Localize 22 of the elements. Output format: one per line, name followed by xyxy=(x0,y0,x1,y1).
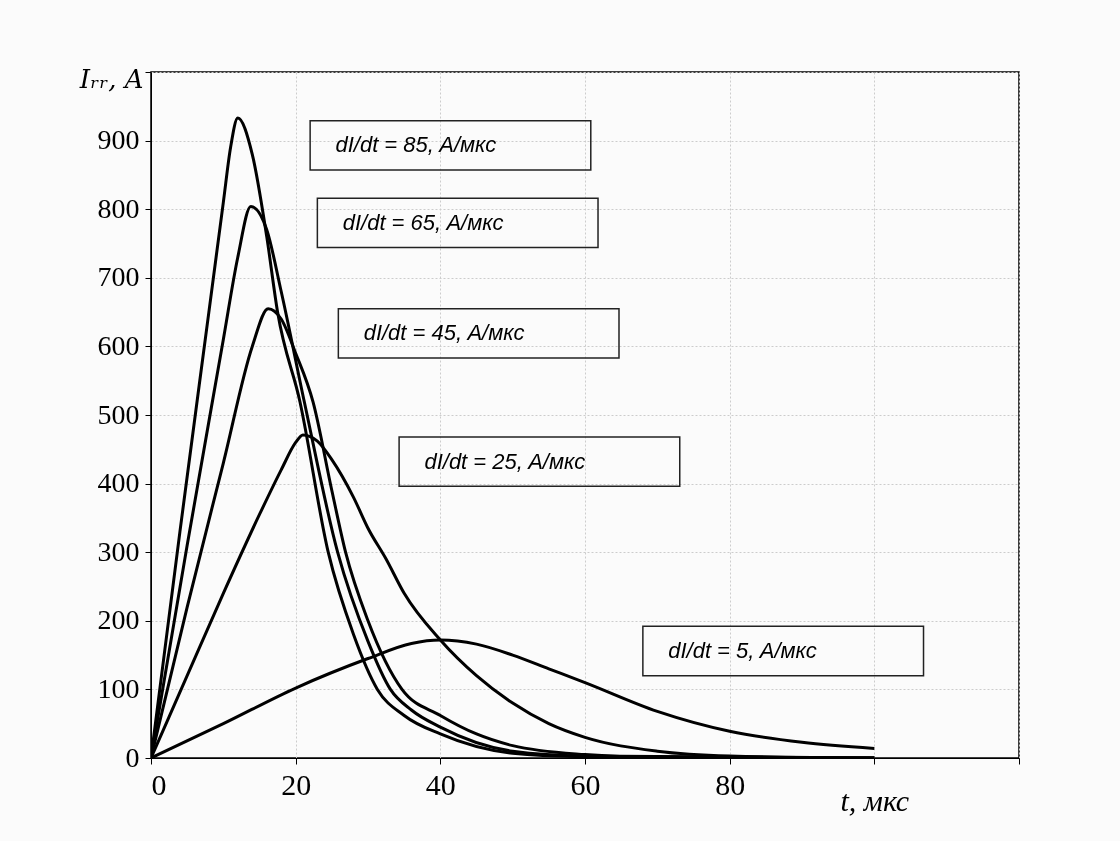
x-tick-label: 40 xyxy=(425,767,456,801)
annotation: dI/dt = 25, A/мкс xyxy=(424,448,586,474)
x-tick-label: 0 xyxy=(151,767,167,801)
y-tick-label: 200 xyxy=(97,604,140,636)
y-tick-label: 900 xyxy=(97,124,140,156)
annotation: dI/dt = 65, A/мкс xyxy=(342,209,504,235)
y-tick-label: 500 xyxy=(97,398,140,430)
y-axis-title: Iᵣᵣ, A xyxy=(78,63,144,94)
y-tick-label: 700 xyxy=(97,261,140,293)
y-tick-label: 400 xyxy=(97,467,140,499)
y-tick-label: 0 xyxy=(125,741,140,773)
annotation: dI/dt = 85, A/мкс xyxy=(335,132,497,158)
x-tick-label: 60 xyxy=(570,767,601,801)
y-tick-label: 800 xyxy=(97,192,140,224)
y-tick-label: 600 xyxy=(97,329,140,361)
annotation: dI/dt = 5, A/мкс xyxy=(668,637,817,663)
x-tick-label: 20 xyxy=(281,767,312,801)
y-tick-label: 100 xyxy=(97,672,140,704)
annotation: dI/dt = 45, A/мкс xyxy=(363,320,525,346)
x-axis-title: t, мкс xyxy=(840,783,910,817)
x-tick-label: 80 xyxy=(715,767,746,801)
y-tick-label: 300 xyxy=(97,535,140,567)
